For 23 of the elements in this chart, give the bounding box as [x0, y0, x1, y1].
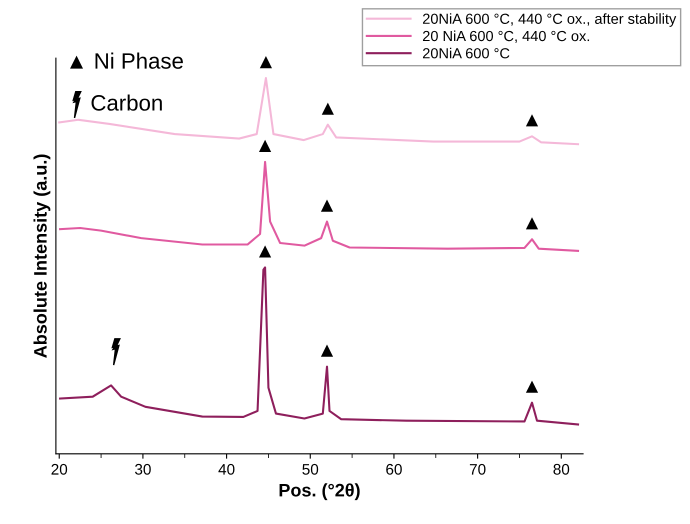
x-tick-label: 70 — [470, 464, 486, 475]
legend-label: 20NiA 600 °C, 440 °C ox., after stability — [422, 13, 676, 27]
x-tick-label: 80 — [553, 464, 570, 475]
x-tick-label: 60 — [386, 464, 402, 475]
legend-label: 20NiA 600 °C — [422, 48, 510, 58]
annotation: ▲ — [526, 380, 538, 393]
text: ▲ Ni Phase — [70, 52, 183, 69]
x-tick-label: 30 — [135, 464, 151, 475]
annotation: ▲ — [260, 56, 272, 68]
annotation: ▲ — [322, 102, 334, 115]
x-tick-label: 20 — [52, 464, 68, 475]
annotation: ▲ — [258, 140, 272, 152]
x-tick-label: 40 — [218, 464, 234, 475]
annotation: ▲ — [320, 200, 334, 212]
y-axis-title: Absolute Intensity (a.u.) — [34, 154, 50, 358]
x-axis-title: Pos. (°2θ) — [280, 483, 360, 500]
annotation: ▲ — [526, 114, 538, 126]
annotation: ▲ — [258, 245, 272, 258]
x-tick-label: 50 — [302, 464, 318, 475]
annotation: ▲ — [320, 344, 334, 357]
annotation: ▲ — [526, 217, 538, 230]
annotation: Carbon — [92, 94, 162, 111]
legend-label: 20 NiA 600 °C, 440 °C ox. — [422, 30, 590, 43]
